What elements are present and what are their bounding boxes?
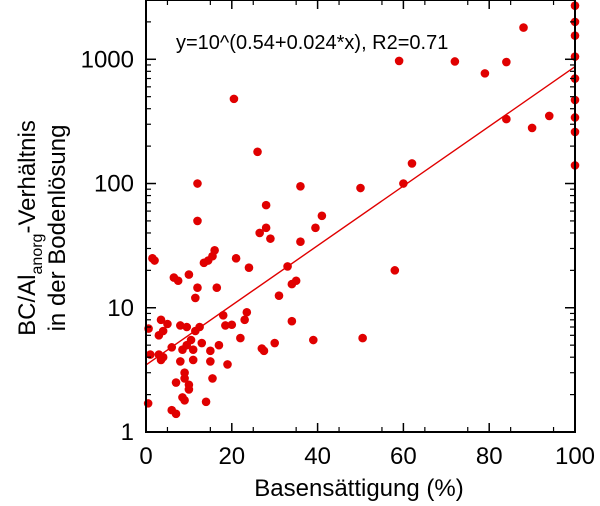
- data-point: [407, 159, 417, 168]
- data-point: [450, 57, 460, 66]
- data-point: [158, 326, 168, 336]
- data-point: [176, 321, 185, 330]
- x-axis: 0 20 40 60 80 100: [139, 0, 595, 470]
- data-point: [296, 181, 305, 191]
- data-point: [208, 374, 217, 383]
- data-point: [240, 315, 249, 325]
- x-tick-label: 80: [476, 443, 503, 470]
- data-point: [223, 360, 232, 369]
- data-point: [150, 256, 159, 265]
- data-point: [356, 183, 365, 193]
- data-point: [206, 346, 215, 356]
- y-axis-title: BC/Alanorg-Verhältnis in der Bodenlösung: [14, 120, 71, 336]
- data-point: [214, 340, 224, 350]
- y-tick-label: 1000: [81, 46, 134, 73]
- data-point: [180, 368, 189, 378]
- data-point: [358, 333, 367, 343]
- data-point: [227, 320, 237, 330]
- svg-text:BC/Alanorg-Verhältnis: BC/Alanorg-Verhältnis: [14, 120, 46, 336]
- data-point: [261, 223, 271, 233]
- data-point: [283, 262, 292, 271]
- data-point: [274, 291, 284, 301]
- x-tick-label: 0: [139, 443, 152, 470]
- data-point: [519, 23, 528, 32]
- data-point: [394, 56, 404, 66]
- data-point: [502, 57, 511, 67]
- y-axis-title-subscript: anorg: [29, 234, 46, 275]
- data-point: [206, 357, 215, 366]
- data-point: [229, 94, 239, 104]
- data-point: [287, 316, 297, 326]
- x-tick-label: 40: [304, 443, 331, 470]
- y-axis-title-main: BC/Al: [14, 274, 41, 335]
- data-point: [221, 321, 230, 330]
- regression-annotation: y=10^(0.54+0.024*x), R2=0.71: [176, 32, 448, 54]
- data-point: [270, 338, 280, 348]
- data-point: [544, 111, 554, 121]
- data-point: [188, 345, 198, 354]
- data-point: [197, 338, 207, 348]
- data-points-layer: [143, 1, 580, 419]
- data-point: [201, 397, 211, 407]
- data-point: [156, 315, 166, 325]
- data-point: [173, 276, 183, 286]
- data-point: [163, 319, 172, 329]
- y-tick-label: 1: [121, 419, 134, 446]
- data-point: [231, 254, 241, 263]
- data-point: [171, 409, 181, 419]
- data-point: [186, 335, 196, 345]
- data-point: [167, 343, 177, 352]
- data-point: [193, 283, 202, 293]
- data-point: [176, 357, 185, 366]
- data-point: [255, 228, 264, 238]
- y-axis-title-line2: in der Bodenlösung: [44, 125, 71, 332]
- data-point: [480, 69, 490, 78]
- y-tick-label: 10: [107, 295, 134, 322]
- data-point: [184, 380, 194, 390]
- data-point: [309, 335, 318, 345]
- x-tick-label: 20: [218, 443, 245, 470]
- data-point: [502, 114, 511, 124]
- data-point: [171, 378, 181, 387]
- plot-frame: [145, 0, 576, 433]
- data-point: [317, 211, 327, 221]
- data-point: [266, 234, 275, 243]
- x-tick-label: 100: [555, 443, 595, 470]
- data-point: [236, 333, 245, 343]
- data-point: [291, 276, 301, 286]
- data-point: [210, 246, 219, 255]
- data-point: [193, 216, 202, 226]
- y-tick-label: 100: [94, 171, 134, 198]
- data-point: [193, 179, 202, 188]
- data-point: [399, 179, 408, 188]
- data-point: [158, 352, 168, 362]
- data-point: [527, 123, 537, 133]
- data-point: [311, 223, 320, 233]
- y-axis-title-suffix: -Verhältnis: [14, 120, 41, 233]
- data-point: [195, 322, 204, 332]
- data-point: [242, 307, 252, 317]
- y-axis: 1 10 100 1000: [81, 0, 575, 446]
- data-point: [180, 395, 189, 405]
- data-point: [184, 270, 194, 279]
- data-point: [188, 355, 198, 365]
- data-point: [253, 147, 262, 157]
- x-tick-label: 60: [390, 443, 417, 470]
- x-axis-title: Basensättigung (%): [254, 475, 463, 502]
- data-point: [182, 322, 192, 332]
- data-point: [212, 283, 222, 293]
- data-point: [191, 293, 200, 303]
- data-point: [218, 310, 228, 320]
- data-point: [261, 200, 271, 210]
- data-point: [259, 346, 269, 356]
- data-point: [390, 266, 400, 275]
- data-point: [296, 237, 305, 247]
- data-point: [244, 263, 254, 273]
